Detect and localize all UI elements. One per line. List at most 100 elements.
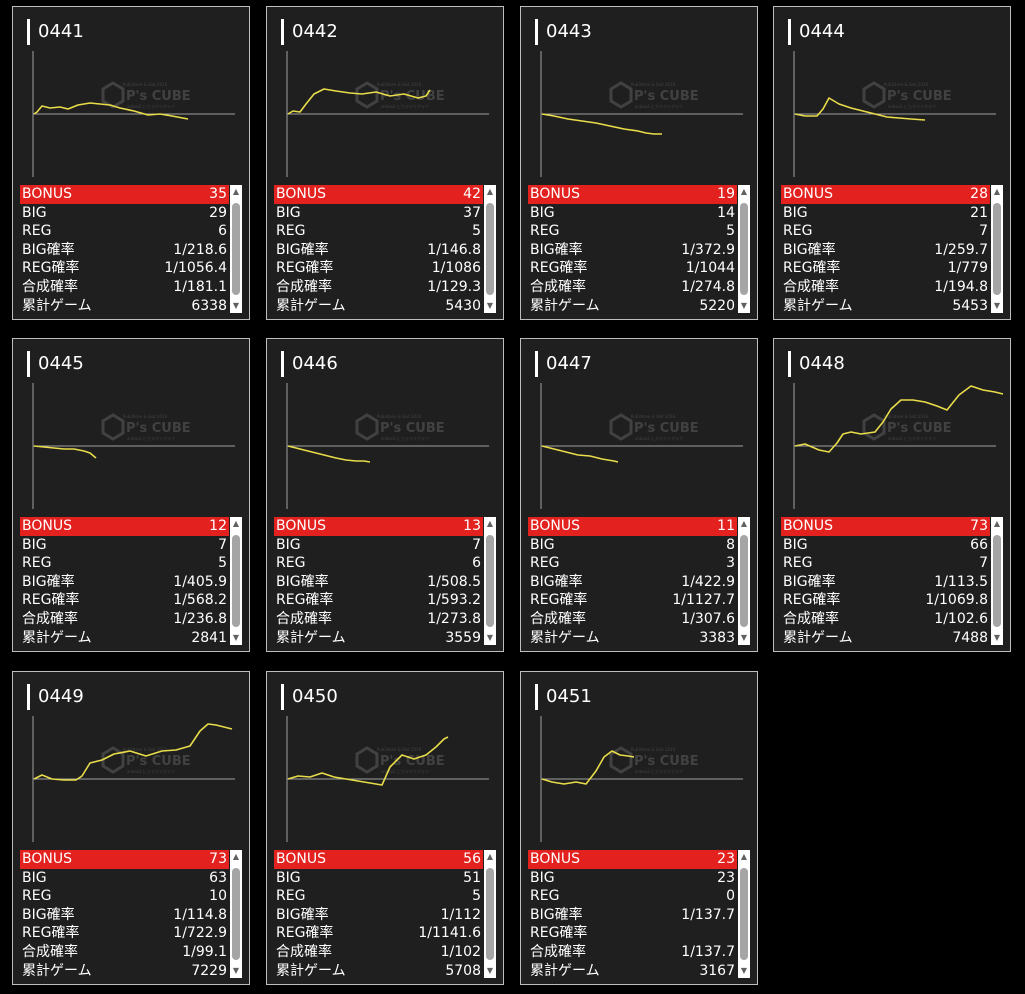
scroll-thumb[interactable]: [232, 203, 240, 295]
scroll-down-icon[interactable]: ▼: [993, 633, 1001, 642]
scroll-up-icon[interactable]: ▲: [232, 187, 240, 196]
scroll-down-icon[interactable]: ▼: [232, 301, 240, 310]
scroll-down-icon[interactable]: ▼: [232, 966, 240, 975]
machine-card[interactable]: 0444 Pub3dsee & Slot 2016 P's CUBE anbox2 に…: [773, 6, 1011, 320]
scroll-thumb[interactable]: [486, 203, 494, 295]
scroll-up-icon[interactable]: ▲: [993, 519, 1001, 528]
stats-scrollbar[interactable]: ▲ ▼: [991, 517, 1003, 645]
machine-number: 0442: [281, 19, 338, 45]
machine-card[interactable]: 0441 Pub3dsee & Slot 2016 P's CUBE anbox2 に…: [12, 6, 250, 320]
stats-list[interactable]: BONUS 73 BIG 63 REG 10 BIG確率 1/114.8 REG確率 1/722.…: [20, 850, 229, 979]
watermark-bottom-text: anbox2 にカラマリグラフ: [888, 435, 936, 441]
machine-card[interactable]: 0442 Pub3dsee & Slot 2016 P's CUBE anbox2 に…: [266, 6, 504, 320]
stat-label: BIG確率: [276, 241, 329, 258]
scroll-thumb[interactable]: [232, 535, 240, 627]
stat-row-reg-rate: REG確率 1/1086: [274, 259, 483, 278]
scroll-up-icon[interactable]: ▲: [232, 852, 240, 861]
scroll-thumb[interactable]: [740, 203, 748, 295]
stats-list[interactable]: BONUS 35 BIG 29 REG 6 BIG確率 1/218.6 REG確率 1/1056.…: [20, 185, 229, 314]
stats-scrollbar[interactable]: ▲ ▼: [738, 850, 750, 978]
machine-card[interactable]: 0447 Pub3dsee & Slot 2016 P's CUBE anbox2 に…: [520, 338, 758, 652]
stats-scrollbar[interactable]: ▲ ▼: [738, 185, 750, 313]
watermark-brand: P's CUBE: [634, 89, 699, 104]
stats-scrollbar[interactable]: ▲ ▼: [738, 517, 750, 645]
stats-list[interactable]: BONUS 12 BIG 7 REG 5 BIG確率 1/405.9 REG確率 1/568.2 合…: [20, 517, 229, 648]
stats-list[interactable]: BONUS 23 BIG 23 REG 0 BIG確率 1/137.7 REG確率 合成確率 1/1…: [528, 850, 737, 979]
scroll-down-icon[interactable]: ▼: [486, 301, 494, 310]
stats-list[interactable]: BONUS 19 BIG 14 REG 5 BIG確率 1/372.9 REG確率 1/1044 合…: [528, 185, 737, 314]
stat-label: BONUS: [530, 518, 580, 534]
stat-value: 23: [717, 869, 735, 886]
scroll-up-icon[interactable]: ▲: [232, 519, 240, 528]
stats-scrollbar[interactable]: ▲ ▼: [230, 517, 242, 645]
scroll-thumb[interactable]: [486, 535, 494, 627]
stats-list[interactable]: BONUS 42 BIG 37 REG 5 BIG確率 1/146.8 REG確率 1/1086 合…: [274, 185, 483, 314]
stat-label: REG: [530, 223, 560, 240]
machine-card[interactable]: 0448 Pub3dsee & Slot 2016 P's CUBE anbox2 に…: [773, 338, 1011, 652]
stat-label: REG確率: [22, 260, 80, 277]
stat-value: 1/274.8: [681, 278, 735, 295]
scroll-down-icon[interactable]: ▼: [993, 301, 1001, 310]
scroll-up-icon[interactable]: ▲: [993, 187, 1001, 196]
stat-label: BIG: [22, 536, 47, 553]
scroll-down-icon[interactable]: ▼: [486, 966, 494, 975]
stat-label: 累計ゲーム: [276, 629, 346, 646]
stat-row-total-games: 累計ゲーム 2841: [20, 629, 229, 648]
stats-list[interactable]: BONUS 13 BIG 7 REG 6 BIG確率 1/508.5 REG確率 1/593.2 合…: [274, 517, 483, 646]
machine-card[interactable]: 0449 Pub3dsee & Slot 2016 P's CUBE anbox2 に…: [12, 671, 250, 985]
stat-label: REG: [22, 223, 52, 240]
scroll-up-icon[interactable]: ▲: [740, 187, 748, 196]
machine-card[interactable]: 0443 Pub3dsee & Slot 2016 P's CUBE anbox2 に…: [520, 6, 758, 320]
machine-number: 0441: [27, 19, 84, 45]
scroll-down-icon[interactable]: ▼: [740, 301, 748, 310]
stats-list[interactable]: BONUS 11 BIG 8 REG 3 BIG確率 1/422.9 REG確率 1/1127.7…: [528, 517, 737, 646]
stat-label: REG確率: [783, 260, 841, 277]
stats-scrollbar[interactable]: ▲ ▼: [484, 517, 496, 645]
machine-card[interactable]: 0450 Pub3dsee & Slot 2016 P's CUBE anbox2 に…: [266, 671, 504, 985]
scroll-up-icon[interactable]: ▲: [486, 187, 494, 196]
stat-row-combined-rate: 合成確率 1/129.3: [274, 278, 483, 297]
scroll-thumb[interactable]: [740, 535, 748, 627]
scroll-up-icon[interactable]: ▲: [740, 519, 748, 528]
scroll-down-icon[interactable]: ▼: [486, 633, 494, 642]
watermark-top-text: Pub3dsee & Slot 2016: [377, 747, 422, 752]
scroll-thumb[interactable]: [993, 203, 1001, 295]
stats-scrollbar[interactable]: ▲ ▼: [484, 185, 496, 313]
scroll-down-icon[interactable]: ▼: [232, 633, 240, 642]
watermark-top-text: Pub3dsee & Slot 2016: [884, 414, 929, 419]
stat-row-bonus: BONUS 13: [274, 517, 483, 536]
stat-value: 1/1044: [685, 260, 735, 277]
scroll-down-icon[interactable]: ▼: [740, 633, 748, 642]
scroll-thumb[interactable]: [232, 868, 240, 960]
stat-value: 12: [209, 518, 227, 534]
stats-scrollbar[interactable]: ▲ ▼: [484, 850, 496, 978]
stat-value: 1/102: [440, 943, 481, 960]
stats-scrollbar[interactable]: ▲ ▼: [991, 185, 1003, 313]
scroll-thumb[interactable]: [486, 868, 494, 960]
scroll-thumb[interactable]: [993, 535, 1001, 627]
watermark-top-text: Pub3dsee & Slot 2016: [123, 414, 168, 419]
cube-icon: [609, 746, 633, 774]
stat-value: 5453: [952, 297, 988, 314]
scroll-up-icon[interactable]: ▲: [486, 519, 494, 528]
machine-card[interactable]: 0451 Pub3dsee & Slot 2016 P's CUBE anbox2 に…: [520, 671, 758, 985]
scroll-up-icon[interactable]: ▲: [740, 852, 748, 861]
stats-list[interactable]: BONUS 56 BIG 51 REG 5 BIG確率 1/112 REG確率 1/1141.6 合…: [274, 850, 483, 979]
machine-card[interactable]: 0446 Pub3dsee & Slot 2016 P's CUBE anbox2 に…: [266, 338, 504, 652]
stat-value: 1/181.1: [173, 278, 227, 295]
machine-number: 0449: [27, 684, 84, 710]
cube-icon: [101, 746, 125, 774]
scroll-up-icon[interactable]: ▲: [486, 852, 494, 861]
stat-label: BIG: [530, 204, 555, 221]
scroll-down-icon[interactable]: ▼: [740, 966, 748, 975]
stat-value: 66: [970, 536, 988, 553]
stat-value: 0: [726, 888, 735, 905]
stats-list[interactable]: BONUS 28 BIG 21 REG 7 BIG確率 1/259.7 REG確率 1/779 合成…: [781, 185, 990, 314]
scroll-thumb[interactable]: [740, 868, 748, 960]
machine-card[interactable]: 0445 Pub3dsee & Slot 2016 P's CUBE anbox2 に…: [12, 338, 250, 652]
stats-scrollbar[interactable]: ▲ ▼: [230, 850, 242, 978]
stat-label: BONUS: [22, 851, 72, 867]
stats-scrollbar[interactable]: ▲ ▼: [230, 185, 242, 313]
stats-list[interactable]: BONUS 73 BIG 66 REG 7 BIG確率 1/113.5 REG確率 1/1069.…: [781, 517, 990, 646]
